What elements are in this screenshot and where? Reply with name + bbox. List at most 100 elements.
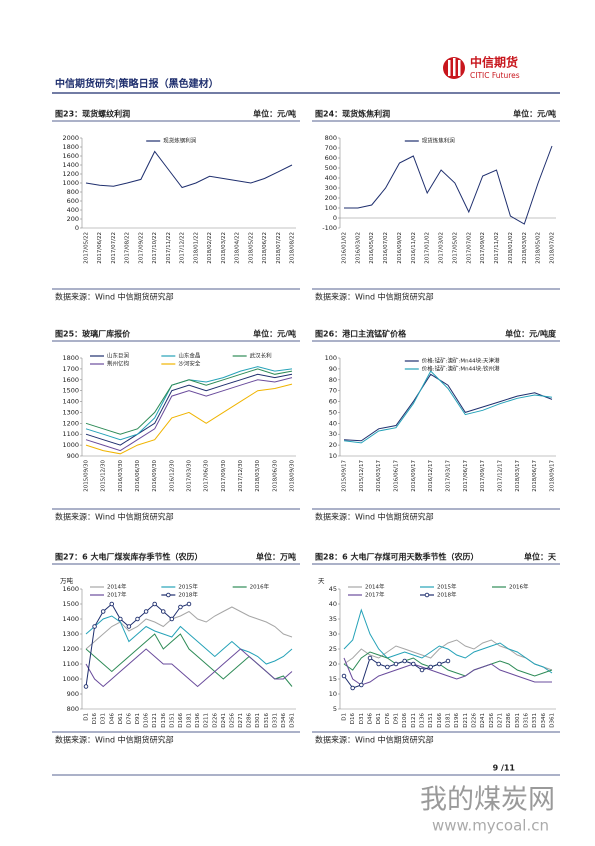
series-marker: [437, 661, 442, 667]
y-tick-label: 1600: [62, 585, 79, 593]
x-tick-label: 2017/07/22: [111, 232, 117, 264]
legend-label: 2015年: [178, 583, 198, 591]
x-tick-label: 2015/12/17: [359, 460, 365, 492]
x-tick-label: D16: [92, 713, 98, 725]
x-tick-label: 2018/06/30: [272, 460, 278, 492]
series-marker: [376, 661, 381, 667]
x-tick-label: 2018/06/22: [262, 232, 268, 264]
series-line: [85, 150, 293, 189]
series-line: [343, 657, 552, 686]
y-tick-label: 90: [329, 365, 337, 373]
x-tick-label: D271: [498, 713, 504, 728]
series-line: [85, 615, 293, 665]
series-marker: [169, 616, 175, 622]
x-tick-label: 2016/12/30: [169, 460, 175, 492]
x-tick-label: 2017/05/02: [452, 232, 458, 264]
chart-title: 图23：现货螺纹利润: [55, 109, 130, 119]
x-tick-label: D106: [402, 713, 408, 728]
chart-title: 图26：港口主流锰矿价格: [315, 329, 407, 339]
x-tick-label: D61: [376, 713, 382, 724]
series-marker: [126, 624, 132, 629]
y-tick-label: 1200: [62, 419, 79, 427]
y-tick-label: 1800: [62, 143, 79, 151]
x-tick-label: 2016/09/17: [411, 460, 417, 492]
chart-title: 图28：6 大电厂存煤可用天数季节性（农历）: [315, 552, 478, 562]
x-tick-label: 2017/06/22: [97, 232, 103, 264]
x-tick-label: D301: [515, 713, 521, 728]
series-marker: [160, 609, 166, 614]
x-tick-label: 2018/07/02: [550, 232, 556, 264]
x-tick-label: 2015/09/17: [342, 460, 348, 492]
x-tick-label: 2016/05/02: [369, 232, 375, 264]
logo-icon-bar: [448, 60, 451, 76]
x-tick-label: 2017/12/30: [238, 460, 244, 492]
series-marker: [186, 601, 192, 607]
x-tick-label: 2015/09/30: [84, 460, 90, 492]
y-tick-label: 1100: [62, 660, 79, 668]
series-marker: [402, 658, 407, 664]
y-tick-label: 45: [329, 585, 337, 593]
x-tick-label: D91: [394, 713, 400, 724]
y-tick-label: 900: [67, 452, 79, 460]
y-unit: 万吨: [60, 576, 74, 585]
x-tick-label: 2016/11/02: [411, 232, 417, 264]
series-marker: [367, 655, 373, 661]
chart-unit: 单位：万吨: [256, 552, 296, 562]
x-tick-label: 2018/02/22: [207, 232, 213, 264]
x-tick-label: D226: [212, 713, 218, 728]
series-line: [344, 145, 553, 225]
series-marker: [411, 661, 416, 667]
y-tick-label: -100: [322, 224, 337, 232]
x-tick-label: 2016/03/30: [118, 460, 124, 492]
series-line: [85, 368, 293, 435]
series-marker: [445, 658, 451, 664]
x-tick-label: 2017/01/02: [425, 232, 431, 264]
header-title: 中信期货研究|策略日报（黑色建材）: [55, 77, 219, 90]
x-tick-label: D346: [541, 713, 547, 728]
page-number: 9 /11: [493, 764, 516, 773]
chart-title: 图24：现货炼焦利润: [315, 109, 390, 119]
y-tick-label: 1000: [62, 441, 79, 449]
y-tick-label: 10: [329, 690, 337, 698]
y-tick-label: 0: [75, 224, 79, 232]
y-tick-label: 1200: [62, 645, 79, 653]
y-tick-label: 30: [329, 430, 337, 438]
x-tick-label: D46: [109, 713, 115, 725]
y-tick-label: 1400: [62, 615, 79, 623]
y-tick-label: 800: [67, 188, 79, 196]
series-marker: [135, 616, 140, 622]
x-tick-label: 2016/09/02: [397, 232, 403, 264]
x-tick-label: 2016/03/02: [355, 232, 361, 264]
legend-label: 荆州亿钧: [107, 360, 130, 368]
y-tick-label: 40: [329, 419, 337, 427]
x-tick-label: D211: [204, 713, 210, 728]
legend-label: 2014年: [365, 583, 385, 591]
x-tick-label: 2016/12/17: [428, 460, 434, 492]
x-tick-label: 2016/01/02: [342, 232, 348, 264]
y-tick-label: 1000: [62, 179, 79, 187]
y-tick-label: 80: [329, 376, 337, 384]
x-tick-label: D256: [229, 713, 235, 728]
series-marker: [118, 616, 123, 622]
x-tick-label: 2016/03/17: [376, 460, 382, 492]
chart-source: 数据来源：Wind 中信期货研究部: [55, 512, 174, 522]
y-tick-label: 60: [329, 398, 337, 406]
x-tick-label: 2018/03/17: [515, 460, 521, 492]
x-tick-label: 2018/07/22: [276, 232, 282, 264]
x-tick-label: 2017/03/17: [446, 460, 452, 492]
x-tick-label: 2018/06/17: [532, 460, 538, 492]
chart-source: 数据来源：Wind 中信期货研究部: [315, 292, 434, 302]
x-tick-label: 2018/03/22: [221, 232, 227, 264]
y-tick-label: 1300: [62, 408, 79, 416]
x-tick-label: 2016/09/30: [152, 460, 158, 492]
y-tick-label: 25: [329, 645, 337, 653]
x-tick-label: 2018/03/02: [522, 232, 528, 264]
series-marker: [100, 609, 106, 614]
x-tick-label: D31: [359, 713, 365, 724]
logo-en: CITIC Futures: [470, 71, 520, 80]
x-tick-label: D211: [463, 713, 469, 728]
legend-label: 山东巨润: [107, 352, 130, 360]
y-tick-label: 5: [333, 705, 337, 713]
